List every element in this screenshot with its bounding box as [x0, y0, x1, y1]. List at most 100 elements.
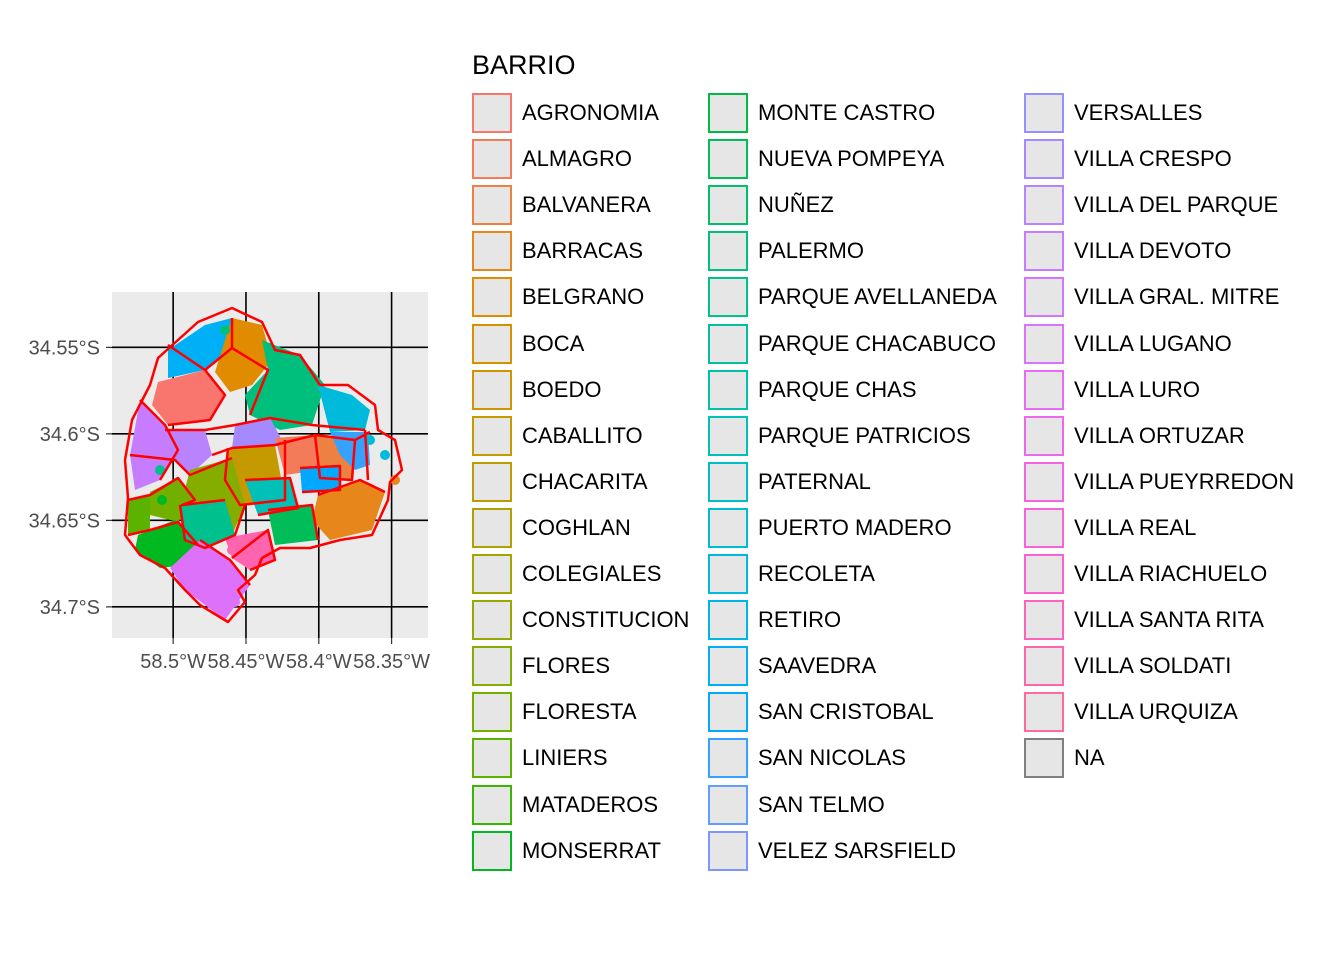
legend-item: NUEVA POMPEYA — [708, 137, 944, 181]
legend-label: VILLA LURO — [1074, 376, 1200, 402]
legend-label: VILLA LUGANO — [1074, 330, 1232, 356]
legend-key — [708, 369, 748, 410]
legend-key — [1024, 738, 1064, 779]
legend-key — [708, 139, 748, 180]
legend-item: LINIERS — [472, 736, 608, 780]
legend-key — [1024, 277, 1064, 318]
legend-label: BOEDO — [522, 376, 602, 402]
legend-label: BALVANERA — [522, 192, 651, 218]
legend-label: BOCA — [522, 330, 585, 356]
legend-key — [472, 507, 512, 548]
legend-key — [708, 830, 748, 871]
legend-item: AGRONOMIA — [472, 91, 659, 135]
legend-label: VILLA CRESPO — [1074, 146, 1232, 172]
legend-item: NUÑEZ — [708, 183, 834, 227]
legend-item: BELGRANO — [472, 275, 644, 319]
legend-label: NA — [1074, 745, 1105, 771]
legend-item: ALMAGRO — [472, 137, 632, 181]
legend-label: MATADEROS — [522, 791, 659, 817]
legend-item: VILLA ORTUZAR — [1024, 414, 1245, 458]
legend-item: VILLA REAL — [1024, 506, 1196, 550]
region-liniers — [128, 495, 150, 535]
legend-item: PARQUE AVELLANEDA — [708, 275, 997, 319]
legend-label: BELGRANO — [522, 284, 645, 310]
region-barracas — [312, 480, 385, 540]
legend-item: CABALLITO — [472, 414, 643, 458]
legend-label: LINIERS — [522, 745, 608, 771]
legend-key — [472, 139, 512, 180]
region-devoto — [130, 400, 178, 490]
legend-item: PARQUE CHAS — [708, 368, 917, 412]
legend-key — [708, 415, 748, 456]
legend-item: SAN TELMO — [708, 783, 885, 827]
legend-label: VELEZ SARSFIELD — [758, 837, 957, 863]
legend-item: NA — [1024, 736, 1105, 780]
legend-key — [472, 692, 512, 733]
legend-label: PARQUE AVELLANEDA — [758, 284, 997, 310]
legend-item: RETIRO — [708, 598, 841, 642]
legend-label: PARQUE CHAS — [758, 376, 917, 402]
legend-key — [1024, 646, 1064, 687]
legend-key — [472, 784, 512, 825]
region-pompeya — [268, 505, 318, 545]
legend-key — [472, 600, 512, 641]
legend-label: MONSERRAT — [522, 837, 661, 863]
legend-item: PATERNAL — [708, 460, 871, 504]
legend-label: COLEGIALES — [522, 561, 662, 586]
legend-key — [1024, 369, 1064, 410]
legend-key — [472, 738, 512, 779]
legend-label: VILLA ORTUZAR — [1074, 422, 1245, 448]
barrio-points — [155, 325, 400, 607]
legend-key — [1024, 415, 1064, 456]
legend-label: SAN CRISTOBAL — [758, 699, 934, 725]
region-recoleta — [318, 385, 370, 432]
legend-key — [472, 554, 512, 594]
y-tick-label: 34.6°S — [40, 424, 100, 446]
legend-label: NUÑEZ — [758, 192, 834, 218]
legend-key — [472, 185, 512, 226]
legend-key — [472, 415, 512, 456]
legend-label: PATERNAL — [758, 468, 871, 494]
x-tick-label: 58.45°W — [208, 651, 285, 673]
city-outline — [123, 306, 404, 624]
legend-key — [472, 93, 512, 133]
legend-key — [472, 646, 512, 687]
legend-label: VILLA URQUIZA — [1074, 699, 1238, 725]
legend-title: BARRIO — [472, 50, 576, 80]
legend-item: COGHLAN — [472, 506, 631, 550]
x-tick-label: 58.5°W — [140, 651, 206, 673]
legend-item: BALVANERA — [472, 183, 651, 227]
legend-label: PARQUE CHACABUCO — [758, 330, 996, 356]
y-tick-label: 34.7°S — [40, 597, 100, 619]
legend-item: MONTE CASTRO — [708, 91, 935, 135]
legend-key — [708, 600, 748, 641]
legend-label: PUERTO MADERO — [758, 514, 952, 540]
legend-key — [1024, 507, 1064, 548]
y-tick-label: 34.55°S — [29, 337, 100, 359]
legend-label: MONTE CASTRO — [758, 100, 936, 125]
legend-key — [708, 93, 748, 133]
x-tick-label: 58.4°W — [286, 651, 352, 673]
legend-key — [472, 830, 512, 871]
legend-key — [708, 784, 748, 825]
legend-item: PARQUE CHACABUCO — [708, 322, 996, 366]
legend-key — [472, 277, 512, 318]
legend-label: CHACARITA — [522, 468, 648, 494]
legend-key — [708, 738, 748, 779]
legend-label: VERSALLES — [1074, 100, 1203, 125]
legend-item: RECOLETA — [708, 552, 875, 596]
legend-key — [1024, 323, 1064, 364]
legend-item: FLORESTA — [472, 690, 637, 734]
legend-label: VILLA PUEYRREDON — [1074, 468, 1295, 494]
legend-item: VILLA SANTA RITA — [1024, 598, 1264, 642]
legend-key — [708, 507, 748, 548]
x-axis: 58.5°W 58.45°W 58.4°W 58.35°W — [140, 638, 430, 673]
legend-label: PALERMO — [758, 238, 864, 264]
legend-key — [1024, 692, 1064, 733]
legend-key — [1024, 600, 1064, 641]
region-villadelparque — [165, 430, 212, 475]
legend-item: CONSTITUCION — [472, 598, 689, 642]
legend-label: SAN TELMO — [758, 791, 885, 817]
legend-item: BARRACAS — [472, 229, 643, 273]
